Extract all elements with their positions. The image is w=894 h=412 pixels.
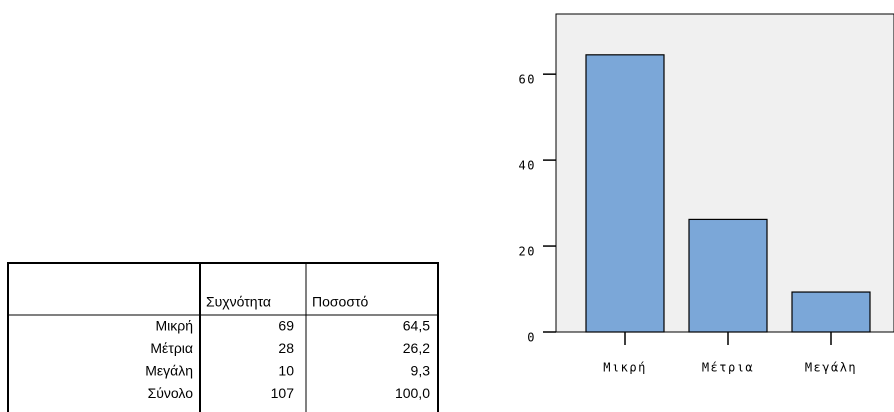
column-header: Ποσοστό — [312, 294, 368, 310]
table-cell: 107 — [271, 385, 295, 401]
x-tick-label: Μικρή — [603, 361, 647, 375]
row-header: Μεγάλη — [145, 363, 193, 379]
row-header: Μικρή — [155, 318, 193, 334]
x-tick-label: Μεγάλη — [805, 361, 857, 375]
table-cell: 9,3 — [411, 363, 431, 379]
bar — [688, 218, 768, 333]
y-tick-label: 40 — [519, 159, 536, 173]
y-tick-label: 0 — [527, 331, 536, 345]
table-cell: 28 — [278, 340, 294, 356]
table-cell: 64,5 — [403, 318, 430, 334]
table-cell: 100,0 — [395, 385, 430, 401]
column-header: Συχνότητα — [206, 294, 271, 310]
table-border — [7, 262, 439, 412]
row-header: Σύνολο — [148, 385, 194, 401]
table-cell: 26,2 — [403, 340, 430, 356]
table-cell: 10 — [278, 363, 294, 379]
chart: 0 20 40 60 Μικρή Μέτρια Μεγάλη — [519, 13, 894, 375]
bar — [585, 54, 665, 333]
x-tick-label: Μέτρια — [702, 361, 754, 375]
frequency-table: Συχνότητα Ποσοστό Μικρή 69 64,5 Μέτρια 28 26,2 Μ… — [7, 262, 439, 412]
bar — [791, 291, 871, 333]
row-header: Μέτρια — [150, 340, 193, 356]
table-cell: 69 — [278, 318, 294, 334]
y-tick-label: 20 — [519, 245, 536, 259]
y-tick-label: 60 — [519, 73, 536, 87]
